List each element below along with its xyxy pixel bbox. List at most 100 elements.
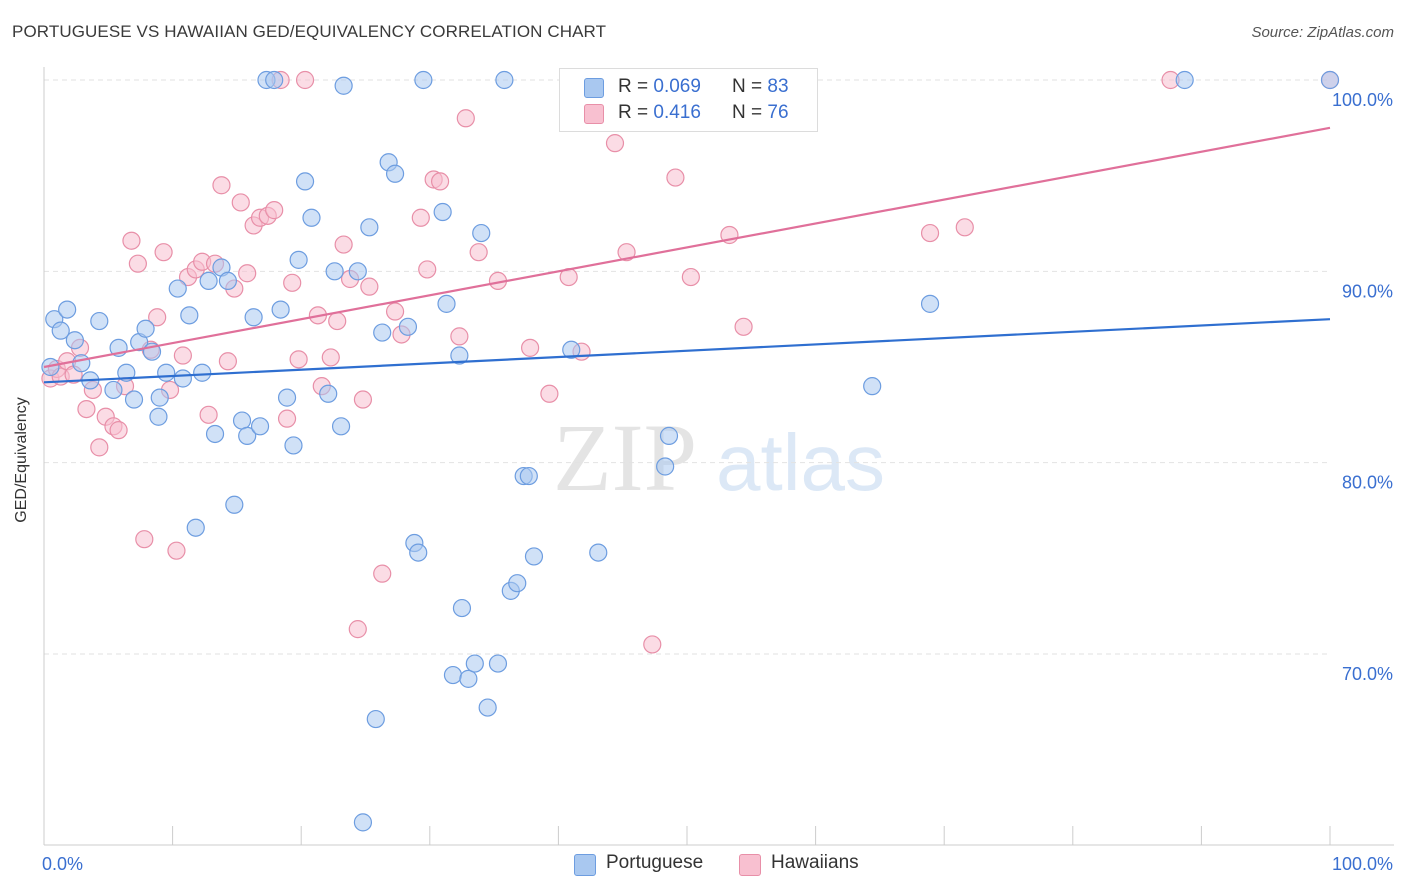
hawaiians-point [109, 421, 128, 440]
portuguese-point [524, 547, 544, 566]
series-hawaiians-points [41, 70, 1340, 654]
grid-lines [44, 79, 1330, 655]
portuguese-point [450, 346, 469, 365]
portuguese-point [414, 70, 433, 90]
portuguese-point [51, 321, 70, 340]
hawaiians-point [348, 620, 367, 639]
hawaiians-point [450, 327, 469, 346]
portuguese-point [562, 340, 581, 359]
portuguese-point [398, 317, 418, 336]
portuguese-point [284, 436, 303, 455]
hawaiians-point [411, 208, 430, 227]
hawaiians-point [128, 254, 147, 273]
hawaiians-point [418, 260, 437, 279]
portuguese-point [1175, 70, 1194, 90]
y-tick-label: 100.0% [1332, 90, 1393, 110]
portuguese-point [508, 574, 527, 593]
portuguese-point [659, 426, 679, 445]
hawaiians-point [238, 264, 257, 283]
hawaiians-point [666, 168, 685, 187]
series-portuguese-points [41, 70, 1340, 832]
portuguese-swatch [584, 78, 604, 98]
portuguese-point [920, 294, 940, 313]
portuguese-point [385, 164, 405, 183]
source-label: Source: ZipAtlas.com [1251, 24, 1394, 41]
portuguese-point [348, 262, 367, 281]
hawaiians-n: N = 76 [732, 102, 789, 123]
hawaiians-point [289, 350, 308, 369]
y-tick-label: 80.0% [1342, 473, 1393, 493]
legend-label-portuguese: Portuguese [606, 852, 704, 873]
hawaiians-point [430, 172, 450, 191]
hawaiians-point [681, 267, 700, 287]
portuguese-point [58, 300, 77, 319]
portuguese-point [452, 598, 472, 618]
portuguese-point [289, 250, 308, 269]
portuguese-point [173, 369, 192, 388]
portuguese-point [863, 377, 882, 396]
portuguese-point [277, 388, 297, 407]
portuguese-point [136, 319, 155, 338]
portuguese-point [104, 380, 123, 400]
portuguese-point [302, 208, 321, 227]
hawaiians-point [605, 134, 625, 153]
portuguese-point [238, 426, 257, 445]
portuguese-point [366, 709, 385, 729]
legend-swatch-portuguese [574, 854, 596, 876]
portuguese-point [193, 363, 212, 382]
portuguese-point [472, 223, 491, 243]
hawaiians-point [955, 218, 974, 237]
hawaiians-point [373, 564, 392, 583]
hawaiians-point [135, 530, 154, 549]
hawaiians-point [734, 317, 753, 336]
portuguese-point [656, 457, 675, 476]
hawaiians-point [173, 346, 192, 365]
portuguese-trend-line [43, 318, 1331, 384]
trend-lines [43, 126, 1331, 384]
legend-label-hawaiians: Hawaiians [771, 852, 859, 873]
portuguese-point [325, 262, 344, 281]
portuguese-point [589, 543, 608, 562]
portuguese-point [265, 70, 284, 90]
hawaiians-point [122, 231, 141, 250]
hawaiians-point [643, 635, 662, 654]
hawaiians-point [353, 390, 373, 409]
hawaiians-point [265, 201, 284, 220]
hawaiians-point [199, 405, 218, 424]
correlation-legend: R = 0.069 N = 83 R = 0.416 N = 76 [559, 68, 818, 132]
hawaiians-point [218, 352, 237, 371]
portuguese-point [331, 417, 351, 436]
portuguese-point [65, 331, 84, 350]
tick-labels: 70.0% 80.0% 90.0% 100.0% 0.0% 100.0% [42, 90, 1393, 874]
portuguese-point [409, 543, 428, 562]
hawaiians-point [617, 243, 636, 262]
hawaiians-point [295, 70, 315, 90]
portuguese-point [443, 665, 463, 685]
hawaiians-trend-line [43, 126, 1331, 369]
portuguese-point [271, 300, 290, 319]
hawaiians-point [321, 348, 340, 367]
hawaiians-point [328, 311, 347, 331]
portuguese-point [433, 202, 452, 222]
portuguese-point [437, 294, 456, 313]
y-tick-label: 90.0% [1342, 281, 1393, 301]
portuguese-point [250, 417, 270, 436]
portuguese-point [124, 390, 144, 409]
hawaiians-point [154, 243, 173, 262]
series-legend: Portuguese Hawaiians [0, 852, 1406, 878]
portuguese-point [168, 279, 187, 298]
hawaiians-point [385, 302, 405, 321]
portuguese-point [334, 76, 353, 95]
watermark: ZIP atlas [553, 404, 885, 511]
hawaiians-point [77, 399, 96, 419]
portuguese-point [1320, 70, 1340, 90]
x-tick-label-max: 100.0% [1332, 854, 1393, 874]
hawaiians-point [456, 109, 475, 128]
hawaiians-point [540, 384, 559, 403]
portuguese-point [495, 70, 514, 90]
portuguese-point [90, 311, 109, 331]
portuguese-point [199, 271, 218, 290]
x-tick-label-min: 0.0% [42, 854, 83, 874]
portuguese-point [373, 323, 392, 342]
hawaiians-point [167, 541, 186, 560]
